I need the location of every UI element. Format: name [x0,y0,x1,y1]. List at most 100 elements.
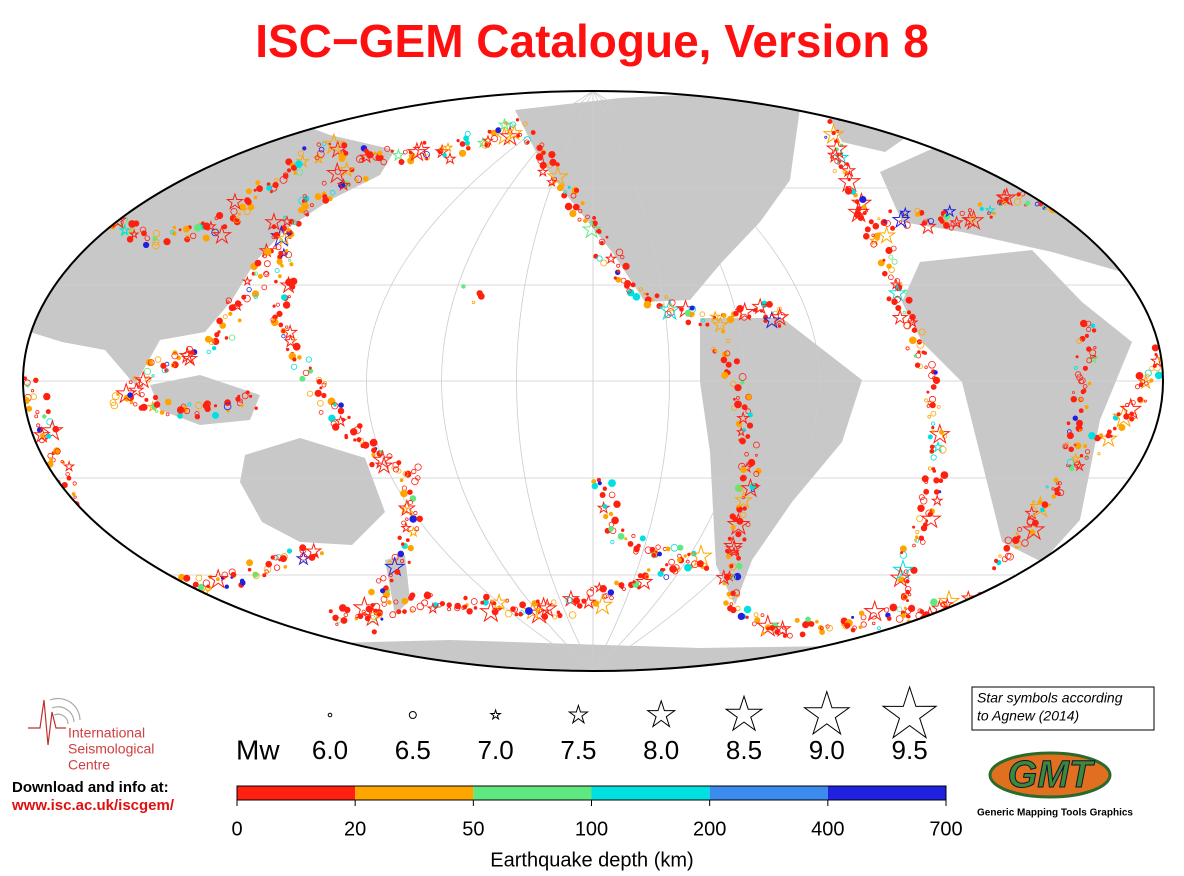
quake-star [974,593,999,616]
quake [1066,432,1074,440]
quake [54,448,61,455]
quake [847,177,851,182]
quake [309,203,314,208]
quake [904,586,912,593]
quake [79,516,84,521]
quake [154,356,162,363]
quake [405,538,410,542]
quake [928,360,936,369]
quake [159,409,165,415]
quake [216,317,223,325]
quake [195,574,203,582]
quake [263,247,272,256]
quake [230,208,238,216]
quake [573,206,577,210]
quake [686,559,690,564]
quake [257,273,263,279]
quake [1078,203,1083,208]
quake [1070,396,1077,403]
quake [204,335,212,343]
quake [285,347,290,352]
quake [25,383,30,388]
note-box [971,686,1155,731]
quake [918,494,925,501]
quake [914,538,917,542]
quake [141,587,145,591]
org-name: Seismological [68,741,154,757]
quake [827,119,833,125]
quake [564,202,573,211]
quake [138,378,142,382]
quake [299,553,308,561]
quake-star [536,165,549,178]
quake [1032,500,1036,504]
quake [603,593,609,599]
quake [1011,536,1020,544]
quake [223,402,232,411]
quake [361,157,365,161]
quake [237,212,241,216]
quake [1063,445,1068,449]
quake [206,349,211,355]
magnitude-symbol [881,685,938,740]
quake [237,394,241,398]
quake [617,533,625,540]
quake [857,214,864,221]
quake-star [78,536,102,559]
quake [832,169,837,174]
quake [745,394,752,401]
quake [290,164,298,171]
quake [915,535,919,539]
quake [182,225,190,233]
quake [152,586,156,590]
quake [989,215,993,219]
quake [1078,408,1084,414]
quake [931,429,935,433]
quake [1060,198,1067,205]
quake [918,535,925,541]
graticule [23,91,1163,671]
quake [383,585,389,591]
quake [292,342,301,351]
quake [649,546,656,553]
quake [39,437,45,444]
quake [599,491,606,498]
quake [222,224,228,230]
quake [1025,575,1029,580]
quake [318,409,324,415]
quake [282,173,289,180]
quake-star [139,587,153,601]
quake [1101,539,1107,545]
colorbar-segment [709,786,828,800]
quake [1001,556,1008,563]
quake [219,322,227,329]
quake [152,241,160,250]
quake [289,283,296,290]
quake-star [1119,397,1143,420]
quake [334,168,341,175]
quake [933,370,938,375]
quake [844,187,853,195]
quake [602,486,607,491]
quake [626,288,632,294]
quake [45,409,51,415]
quake [409,515,418,523]
quake [111,392,120,401]
quake [735,531,742,538]
quake [194,224,202,232]
quake [535,599,540,604]
quake [987,211,991,216]
quake [287,258,291,262]
quake [245,188,252,195]
quake [650,552,658,559]
quake [401,542,405,546]
quake [160,362,167,369]
quake [907,604,916,613]
quake [172,225,177,230]
quake [581,598,587,604]
quake [1065,212,1073,220]
quake [366,151,374,159]
quake [646,292,649,296]
quake [79,544,83,547]
quake [74,219,82,227]
